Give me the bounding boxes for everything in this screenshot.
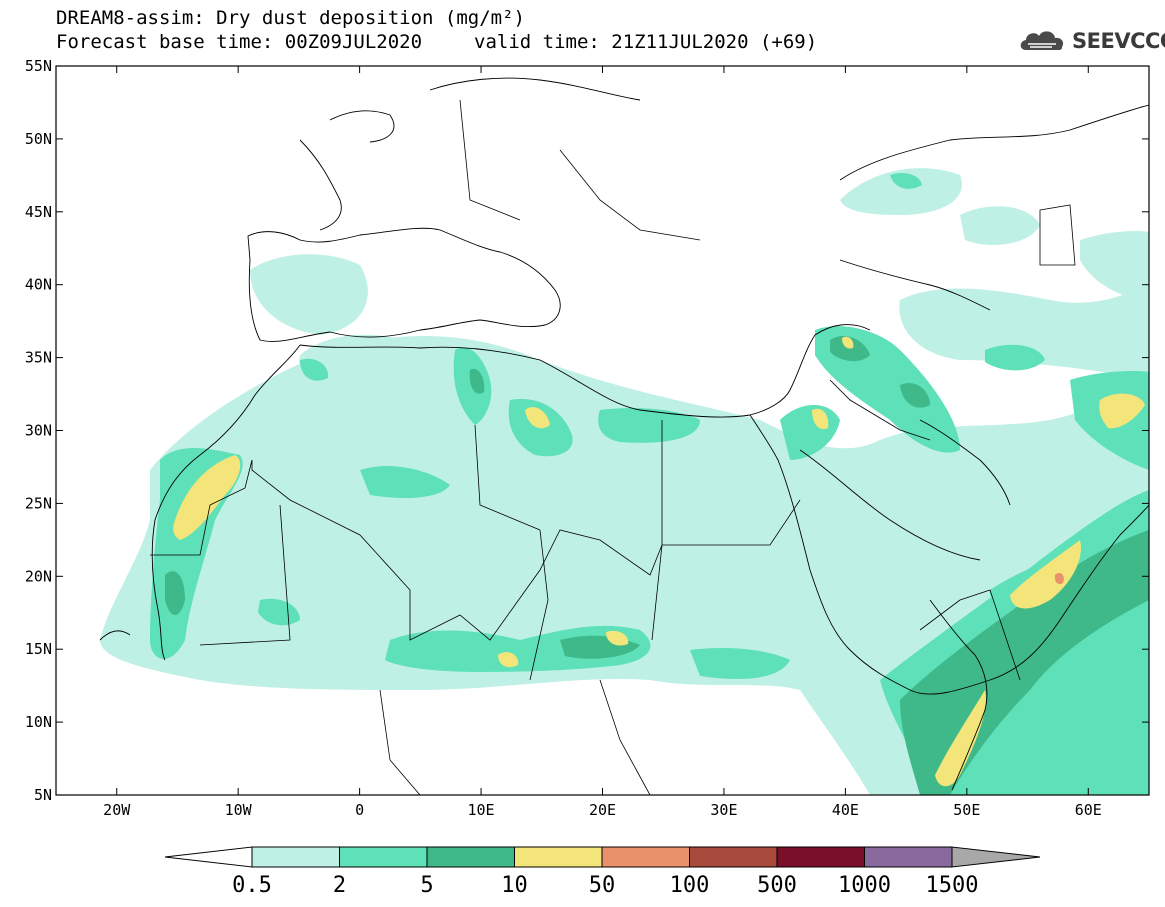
lat-label: 30N bbox=[25, 422, 52, 440]
cloud-icon bbox=[1020, 31, 1064, 50]
colorbar-segment bbox=[426, 846, 515, 868]
lon-label: 20E bbox=[589, 801, 616, 819]
colorbar-label: 5 bbox=[420, 873, 433, 898]
colorbar: 0.5 2 5 10 50 100 500 1000 1500 bbox=[164, 846, 1041, 898]
lat-label: 55N bbox=[25, 57, 52, 75]
lon-label: 30E bbox=[710, 801, 737, 819]
lat-label: 10N bbox=[25, 713, 52, 731]
colorbar-segment bbox=[601, 846, 690, 868]
forecast-base-time: Forecast base time: 00Z09JUL2020 bbox=[56, 31, 423, 53]
colorbar-segment bbox=[776, 846, 865, 868]
lon-label: 10W bbox=[225, 801, 253, 819]
colorbar-label: 0.5 bbox=[232, 873, 272, 898]
lat-label: 40N bbox=[25, 276, 52, 294]
lon-label: 50E bbox=[953, 801, 980, 819]
colorbar-segment bbox=[689, 846, 778, 868]
deposition-band-10 bbox=[173, 336, 1145, 787]
lat-label: 35N bbox=[25, 349, 52, 367]
lon-label: 60E bbox=[1075, 801, 1102, 819]
map-title: DREAM8-assim: Dry dust deposition (mg/m²… bbox=[56, 7, 525, 29]
lat-label: 15N bbox=[25, 640, 52, 658]
lat-label: 50N bbox=[25, 130, 52, 148]
colorbar-label: 500 bbox=[757, 873, 797, 898]
deposition-band-50 bbox=[1054, 572, 1064, 585]
coastlines bbox=[99, 77, 1149, 791]
lat-label: 5N bbox=[34, 786, 52, 804]
colorbar-label: 10 bbox=[501, 873, 528, 898]
colorbar-label: 1000 bbox=[838, 873, 891, 898]
colorbar-segment bbox=[339, 846, 428, 868]
colorbar-over-arrow bbox=[951, 846, 1041, 868]
lon-label: 40E bbox=[832, 801, 859, 819]
logo-text: SEEVCCC bbox=[1072, 29, 1165, 53]
country-borders bbox=[150, 99, 1076, 795]
colorbar-label: 1500 bbox=[926, 873, 979, 898]
lat-label: 25N bbox=[25, 494, 52, 512]
seevccc-logo: SEEVCCC bbox=[1018, 26, 1165, 56]
lon-label: 20W bbox=[103, 801, 131, 819]
lat-label: 45N bbox=[25, 203, 52, 221]
colorbar-segment bbox=[864, 846, 953, 868]
lat-label: 20N bbox=[25, 567, 52, 585]
colorbar-segment bbox=[251, 846, 340, 868]
colorbar-segment bbox=[514, 846, 603, 868]
axis-ticks: 55N 50N 45N 40N 35N 30N 25N 20N 15N 10N 5N 20W 10W 0 1… bbox=[25, 57, 1149, 819]
lon-label: 10E bbox=[468, 801, 495, 819]
dust-deposition-field bbox=[100, 168, 1149, 795]
colorbar-label: 100 bbox=[670, 873, 710, 898]
colorbar-label: 50 bbox=[589, 873, 616, 898]
colorbar-label: 2 bbox=[333, 873, 346, 898]
lon-label: 0 bbox=[355, 801, 364, 819]
valid-time: valid time: 21Z11JUL2020 (+69) bbox=[474, 31, 818, 53]
colorbar-under-arrow bbox=[164, 846, 253, 868]
